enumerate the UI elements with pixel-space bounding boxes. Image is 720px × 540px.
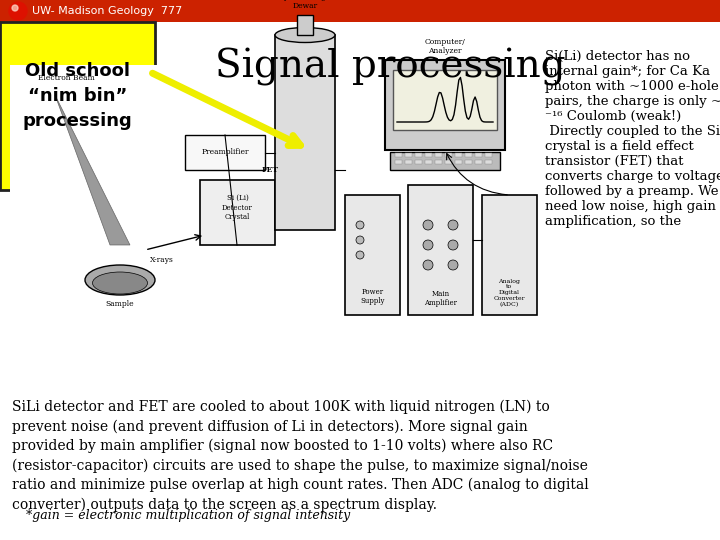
- Bar: [482, 195, 537, 315]
- Bar: [10, 65, 620, 395]
- Bar: [445, 153, 452, 157]
- Text: UW- Madison Geology  777: UW- Madison Geology 777: [32, 6, 182, 16]
- Bar: [393, 70, 497, 130]
- Circle shape: [356, 251, 364, 259]
- Text: SiLi detector and FET are cooled to about 100K with liquid nitrogen (LN) to
prev: SiLi detector and FET are cooled to abou…: [12, 400, 589, 512]
- Bar: [485, 153, 492, 157]
- Bar: [475, 160, 482, 164]
- Text: ⁻¹⁶ Coulomb (weak!): ⁻¹⁶ Coulomb (weak!): [545, 110, 681, 123]
- Bar: [465, 160, 472, 164]
- Text: FET: FET: [261, 166, 279, 174]
- Text: X-rays: X-rays: [150, 256, 174, 264]
- Bar: [415, 153, 422, 157]
- Text: Main
Amplifier: Main Amplifier: [424, 290, 457, 307]
- Bar: [0, 22, 155, 190]
- Bar: [425, 160, 432, 164]
- Bar: [275, 35, 335, 230]
- Bar: [408, 185, 473, 315]
- Text: internal gain*; for Ca Ka: internal gain*; for Ca Ka: [545, 65, 710, 78]
- Bar: [405, 153, 412, 157]
- Circle shape: [12, 5, 18, 11]
- Text: crystal is a field effect: crystal is a field effect: [545, 140, 694, 153]
- Ellipse shape: [85, 265, 155, 295]
- Text: transistor (FET) that: transistor (FET) that: [545, 155, 683, 168]
- Text: Old school
“nim bin”
processing: Old school “nim bin” processing: [22, 62, 132, 130]
- Bar: [345, 195, 400, 315]
- Text: need low noise, high gain: need low noise, high gain: [545, 200, 716, 213]
- Text: Analog
to
Digital
Converter
(ADC): Analog to Digital Converter (ADC): [494, 279, 526, 307]
- Text: Preamplifier: Preamplifier: [202, 148, 248, 157]
- Bar: [435, 153, 442, 157]
- Text: pairs, the charge is only ~10: pairs, the charge is only ~10: [545, 95, 720, 108]
- Bar: [395, 153, 402, 157]
- Text: Power
Supply: Power Supply: [360, 288, 384, 305]
- Circle shape: [423, 220, 433, 230]
- Text: Liquid Nitrogen
Dewar: Liquid Nitrogen Dewar: [274, 0, 336, 10]
- Text: followed by a preamp. We: followed by a preamp. We: [545, 185, 719, 198]
- Circle shape: [448, 220, 458, 230]
- Bar: [395, 160, 402, 164]
- Bar: [465, 153, 472, 157]
- Circle shape: [448, 240, 458, 250]
- Text: Si(Li) detector has no: Si(Li) detector has no: [545, 50, 690, 63]
- Circle shape: [448, 260, 458, 270]
- Bar: [0, 0, 720, 22]
- Text: Computer/
Analyzer: Computer/ Analyzer: [425, 38, 465, 55]
- Bar: [390, 152, 500, 170]
- Bar: [455, 160, 462, 164]
- Bar: [405, 160, 412, 164]
- Bar: [485, 160, 492, 164]
- Text: photon with ~1000 e-hole: photon with ~1000 e-hole: [545, 80, 719, 93]
- Text: Electron Beam: Electron Beam: [38, 74, 95, 82]
- Text: amplification, so the: amplification, so the: [545, 215, 681, 228]
- Bar: [425, 153, 432, 157]
- Bar: [415, 160, 422, 164]
- Bar: [200, 180, 275, 245]
- Bar: [475, 153, 482, 157]
- Bar: [385, 60, 505, 150]
- Text: converts charge to voltage,: converts charge to voltage,: [545, 170, 720, 183]
- Circle shape: [356, 221, 364, 229]
- Circle shape: [356, 236, 364, 244]
- Bar: [445, 160, 452, 164]
- Ellipse shape: [92, 272, 148, 294]
- Circle shape: [9, 2, 27, 20]
- Text: Signal processing: Signal processing: [215, 48, 565, 86]
- Bar: [297, 15, 313, 35]
- Circle shape: [423, 240, 433, 250]
- Bar: [455, 153, 462, 157]
- Text: Directly coupled to the Si: Directly coupled to the Si: [545, 125, 720, 138]
- Text: Si (Li)
Detector
Crystal: Si (Li) Detector Crystal: [222, 194, 253, 221]
- Ellipse shape: [275, 28, 335, 43]
- Text: *gain = electronic multiplication of signal intensity: *gain = electronic multiplication of sig…: [18, 509, 350, 522]
- Bar: [185, 135, 265, 170]
- Circle shape: [423, 260, 433, 270]
- Polygon shape: [55, 95, 130, 245]
- Bar: [435, 160, 442, 164]
- Text: Sample: Sample: [106, 300, 135, 308]
